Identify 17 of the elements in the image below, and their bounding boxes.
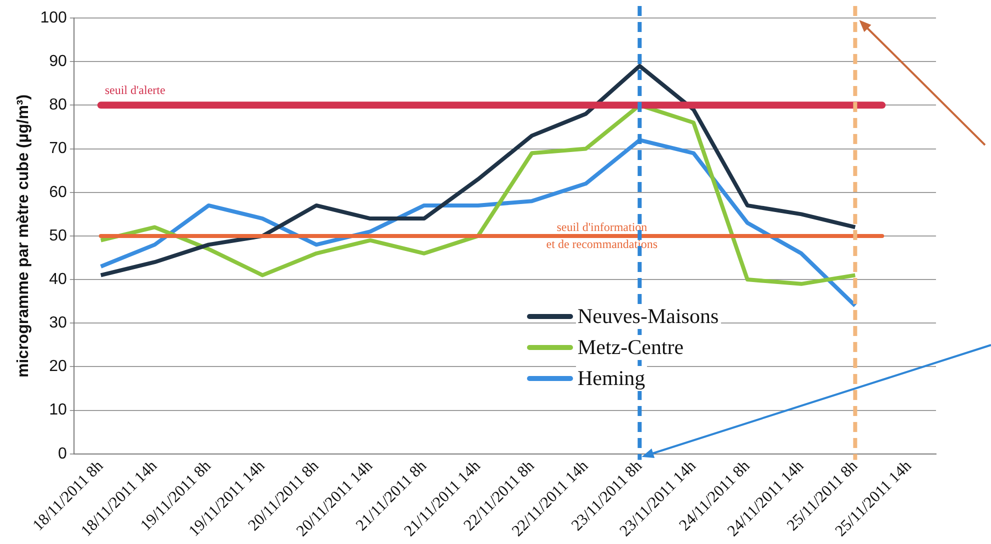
legend-label: Heming	[576, 366, 648, 392]
y-tick-label: 80	[49, 96, 67, 114]
legend-label: Neuves-Maisons	[576, 304, 721, 330]
legend-label: Metz-Centre	[576, 335, 686, 360]
y-tick-label: 50	[49, 227, 67, 244]
y-tick-label: 70	[49, 140, 67, 158]
y-axis-title: microgramme par mètre cube (µg/m³)	[15, 94, 32, 378]
y-tick-label: 90	[49, 53, 67, 70]
ref-line-label: seuil d'information et de recommandations	[546, 220, 658, 251]
y-tick-label: 10	[49, 402, 67, 419]
ref-line-label: seuil d'alerte	[104, 83, 166, 98]
y-tick-label: 60	[49, 184, 67, 201]
y-tick-label: 20	[49, 358, 67, 376]
y-tick-label: 100	[40, 9, 67, 26]
y-tick-label: 40	[49, 270, 67, 288]
y-tick-label: 0	[58, 445, 67, 462]
y-tick-label: 30	[49, 314, 67, 332]
